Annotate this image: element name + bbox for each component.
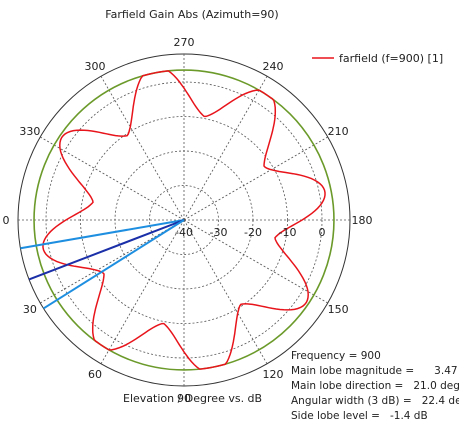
angle-tick-label: 30 xyxy=(23,303,37,316)
main-lobe-direction-label: Main lobe direction = xyxy=(291,380,404,392)
gain-curve xyxy=(42,70,326,370)
side-lobe-level-value: -1.4 dB xyxy=(389,410,428,422)
radial-tick-label: 0 xyxy=(319,226,326,239)
angle-tick-label: 90 xyxy=(177,392,191,405)
angle-tick-label: 240 xyxy=(263,60,284,73)
angular-width-value: 22.4 deg. xyxy=(421,395,459,407)
legend: farfield (f=900) [1] xyxy=(312,52,443,65)
main-lobe-lines xyxy=(20,219,185,310)
legend-entry: farfield (f=900) [1] xyxy=(339,52,443,65)
angle-grid-line xyxy=(183,219,268,364)
radial-tick-label: -10 xyxy=(279,226,297,239)
radial-tick-label: -30 xyxy=(210,226,228,239)
radial-tick-label: -40 xyxy=(175,226,193,239)
angle-grid-line xyxy=(100,76,185,221)
angle-tick-label: 300 xyxy=(85,60,106,73)
axis-caption: Elevation / Degree vs. dB xyxy=(123,392,263,405)
angular-width-label: Angular width (3 dB) = xyxy=(291,395,412,407)
radial-grid-circle xyxy=(80,116,288,324)
angle-tick-label: 210 xyxy=(328,125,349,138)
frequency-text: Frequency = 900 xyxy=(291,350,381,362)
main-lobe-reference-circle xyxy=(33,69,335,371)
radial-tick-labels: -40 -30 -20 -10 0 xyxy=(175,226,325,239)
angle-tick-label: 0 xyxy=(3,214,10,227)
angle-grid-line xyxy=(183,136,328,221)
main-lobe-line xyxy=(28,219,185,281)
side-lobe-level-label: Side lobe level = xyxy=(291,410,380,422)
angle-tick-label: 60 xyxy=(88,368,102,381)
angle-tick-label: 180 xyxy=(352,214,373,227)
angle-grid-line xyxy=(183,76,268,221)
lobe-info-panel: Frequency = 900 Main lobe magnitude = 3.… xyxy=(291,349,459,424)
main-lobe-direction-value: 21.0 deg. xyxy=(413,380,459,392)
chart-title: Farfield Gain Abs (Azimuth=90) xyxy=(105,8,278,21)
angle-tick-label: 150 xyxy=(328,303,349,316)
main-lobe-line xyxy=(20,219,185,250)
main-lobe-line xyxy=(42,219,185,310)
main-lobe-magnitude-value: 3.47 dB xyxy=(434,365,458,377)
radial-tick-label: -20 xyxy=(244,226,262,239)
radial-grid-circle xyxy=(149,185,219,255)
angle-tick-label: 120 xyxy=(263,368,284,381)
main-lobe-magnitude-label: Main lobe magnitude = xyxy=(291,365,415,377)
angle-tick-label: 330 xyxy=(19,125,40,138)
angle-grid-line xyxy=(100,219,185,364)
angle-grid-line xyxy=(40,136,185,221)
gain-curve-group xyxy=(42,70,326,370)
polar-grid xyxy=(17,53,351,387)
angle-tick-label: 270 xyxy=(174,36,195,49)
